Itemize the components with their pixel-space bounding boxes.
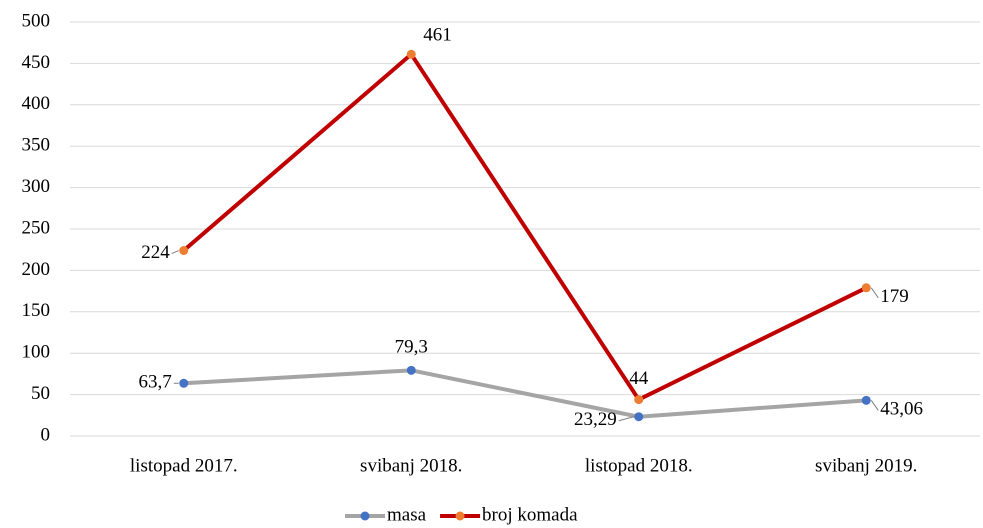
x-tick-label: listopad 2017. bbox=[130, 455, 238, 476]
marker bbox=[179, 246, 189, 256]
y-tick-label: 300 bbox=[22, 176, 51, 197]
legend-label: broj komada bbox=[482, 504, 578, 525]
marker bbox=[406, 49, 416, 59]
marker bbox=[634, 412, 644, 422]
legend-marker bbox=[360, 511, 370, 521]
data-label: 224 bbox=[141, 242, 170, 263]
legend-label: masa bbox=[387, 504, 427, 525]
leader-line bbox=[870, 400, 879, 411]
y-tick-label: 450 bbox=[22, 52, 51, 73]
y-tick-label: 0 bbox=[41, 424, 51, 445]
data-label: 63,7 bbox=[139, 372, 172, 393]
marker bbox=[179, 378, 189, 388]
y-tick-label: 200 bbox=[22, 259, 51, 280]
y-tick-label: 50 bbox=[31, 383, 50, 404]
leader-line bbox=[618, 416, 634, 422]
marker bbox=[861, 283, 871, 293]
data-label: 43,06 bbox=[880, 399, 923, 420]
x-tick-label: svibanj 2019. bbox=[815, 455, 917, 476]
legend-marker bbox=[455, 511, 465, 521]
leader-line bbox=[870, 287, 879, 299]
leader-line bbox=[171, 250, 179, 254]
x-tick-label: listopad 2018. bbox=[585, 455, 693, 476]
y-tick-label: 250 bbox=[22, 217, 51, 238]
y-tick-label: 150 bbox=[22, 300, 51, 321]
data-label: 461 bbox=[423, 25, 452, 46]
series-line bbox=[183, 368, 867, 419]
data-label: 23,29 bbox=[574, 409, 617, 430]
data-label: 44 bbox=[629, 368, 649, 389]
data-label: 179 bbox=[880, 286, 909, 307]
y-tick-label: 350 bbox=[22, 135, 51, 156]
marker bbox=[406, 365, 416, 375]
series-line bbox=[182, 52, 868, 402]
data-label: 79,3 bbox=[395, 337, 428, 358]
marker bbox=[634, 395, 644, 405]
x-tick-label: svibanj 2018. bbox=[360, 455, 462, 476]
y-tick-label: 500 bbox=[22, 10, 51, 31]
marker bbox=[861, 395, 871, 405]
y-tick-label: 400 bbox=[22, 93, 51, 114]
y-tick-label: 100 bbox=[22, 342, 51, 363]
